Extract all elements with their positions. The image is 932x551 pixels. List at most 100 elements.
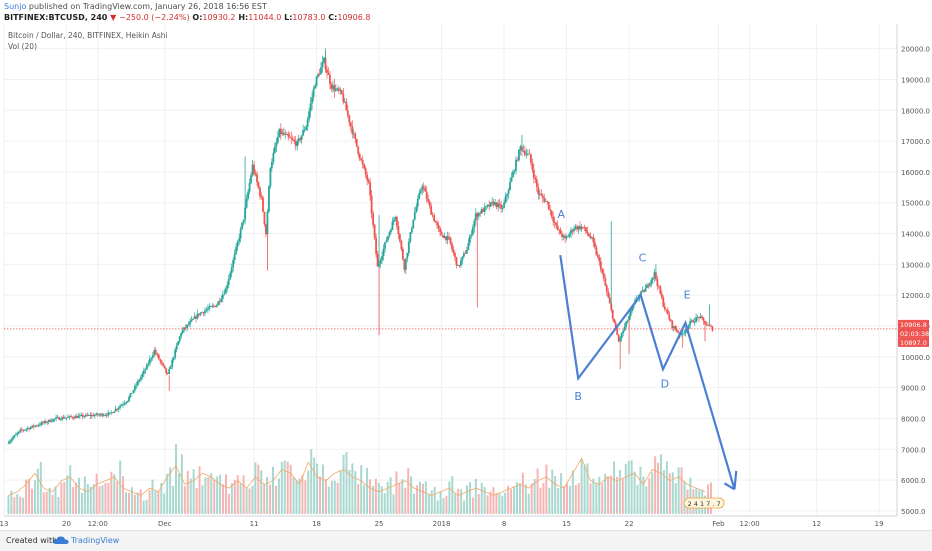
candle-body [650, 279, 653, 284]
candle-body [16, 433, 19, 435]
candle-body [598, 257, 601, 262]
candle-body [125, 402, 127, 404]
volume-bar [360, 465, 363, 514]
author-link[interactable]: Sunjo [4, 2, 27, 11]
candle-body [693, 321, 696, 323]
pattern-label-e: E [684, 288, 691, 301]
volume-bar [28, 478, 31, 514]
volume-bar [648, 478, 651, 514]
volume-bar [122, 476, 125, 514]
candle-body [312, 88, 315, 98]
candle-body [696, 317, 699, 318]
x-tick-label: 12 [812, 520, 821, 528]
volume-bar [524, 484, 527, 514]
candle-body [297, 138, 300, 142]
candle-body [526, 153, 529, 155]
x-tick-label: 11 [250, 520, 259, 528]
candle-body [64, 418, 66, 419]
candle-body [683, 332, 686, 334]
candle-body [138, 379, 141, 381]
candle-body [32, 425, 35, 427]
candle-body [506, 194, 508, 197]
candle-body [387, 236, 389, 241]
volume-bar [416, 485, 419, 514]
candle-body [647, 284, 650, 287]
candle-body [375, 237, 377, 254]
candle-body [445, 236, 447, 241]
candle-body [10, 439, 13, 442]
candle-body [559, 229, 562, 235]
candle-body [28, 428, 31, 429]
candle-body [690, 320, 693, 322]
candle-body [486, 204, 489, 207]
volume-bar [330, 480, 333, 514]
candle-body [92, 414, 95, 417]
change-value: −250.0 (−2.24%) [119, 13, 190, 22]
candle-body [473, 220, 476, 228]
candle-body [104, 415, 107, 416]
volume-bar [321, 464, 324, 514]
candle-body [220, 298, 223, 302]
candle-body [50, 421, 53, 423]
candle-body [12, 437, 14, 440]
volume-bar [110, 471, 113, 514]
candle-body [355, 138, 358, 147]
volume-bar [407, 468, 410, 514]
volume-bar [513, 486, 516, 514]
candle-body [201, 312, 203, 314]
candle-body [652, 277, 654, 280]
candle-body [90, 414, 93, 417]
candle-body [34, 425, 37, 427]
candle-body [468, 235, 471, 243]
volume-bar [266, 476, 269, 514]
arrowhead-stroke [733, 470, 738, 490]
volume-bar [242, 475, 245, 514]
candle-body [465, 250, 468, 254]
pattern-line [559, 254, 736, 490]
candle-body [47, 419, 50, 423]
candle-body [446, 236, 449, 241]
candle-body [646, 284, 648, 289]
candle-body [296, 141, 299, 147]
chart-area[interactable]: A B C D E 5000.0 6000.0 7000.0 8000.0 9000.0 1000… [0, 24, 932, 530]
price-chart[interactable]: A B C D E 5000.0 6000.0 7000.0 8000.0 9000.0 1000… [0, 24, 932, 530]
candle-body [242, 219, 245, 223]
volume-bar [180, 454, 183, 514]
candle-body [189, 321, 191, 325]
candle-body [123, 403, 126, 405]
candle-body [300, 135, 303, 140]
candle-body [564, 235, 567, 239]
volume-bar [33, 480, 36, 514]
pattern-label-b: B [574, 390, 582, 403]
candle-body [226, 284, 229, 289]
volume-bar [510, 489, 513, 514]
volume-bar [662, 470, 665, 514]
tradingview-link[interactable]: TradingView [71, 536, 120, 545]
volume-bar [504, 492, 507, 514]
volume-bar [263, 484, 266, 514]
volume-bar [366, 467, 369, 514]
volume-bar [583, 464, 586, 514]
candle-body [52, 419, 55, 422]
candle-body [70, 416, 72, 417]
x-tick-label: Feb [712, 520, 725, 528]
candle-body [602, 273, 605, 279]
candle-body [512, 171, 514, 178]
candle-body [324, 57, 327, 70]
candle-body [293, 139, 296, 142]
volume-bar [521, 472, 524, 514]
candle-body [157, 354, 160, 360]
y-tick-label: 17000.0 [901, 138, 930, 146]
volume-bar [216, 476, 219, 514]
candle-body [641, 290, 644, 292]
candle-body [340, 90, 343, 94]
volume-bar [398, 482, 401, 514]
volume-bar [319, 476, 322, 514]
candle-body [349, 122, 352, 127]
candle-body [409, 232, 412, 242]
candle-body [529, 154, 532, 163]
candle-body [455, 257, 458, 266]
candle-body [671, 320, 674, 328]
candle-body [227, 278, 230, 285]
candle-body [140, 376, 142, 380]
